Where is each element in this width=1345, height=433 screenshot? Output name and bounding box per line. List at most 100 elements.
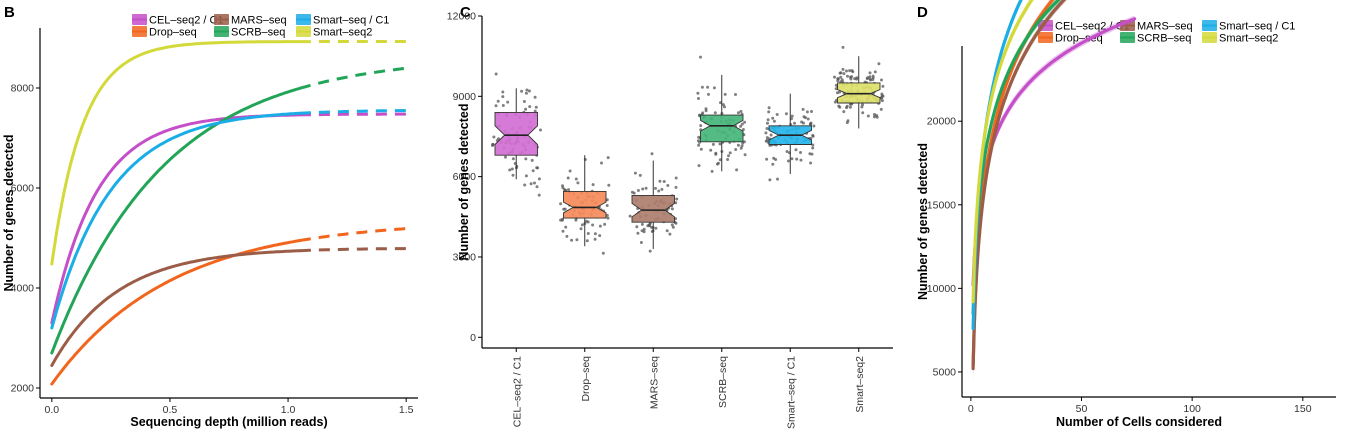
panel-c-letter: C — [460, 4, 471, 21]
panel-c-data-point — [767, 110, 771, 114]
panel-c-data-point — [492, 135, 496, 139]
panel-b-x-tick-label: 0.0 — [45, 404, 60, 416]
panel-c-data-point — [654, 186, 657, 190]
panel-c-data-point — [868, 71, 872, 75]
panel-c-data-point — [537, 193, 541, 197]
panel-c-data-point — [809, 121, 813, 125]
panel-b-series-extrapolation — [299, 112, 407, 117]
panel-d-x-tick-label: 0 — [968, 403, 974, 415]
panel-c-data-point — [524, 91, 528, 95]
panel-c-data-point — [845, 69, 848, 73]
panel-c-data-point — [841, 45, 845, 49]
panel-d-series-line — [971, 0, 1061, 315]
panel-c-data-point — [522, 100, 526, 103]
panel-c-data-point — [494, 72, 498, 76]
panel-c-data-point — [769, 133, 773, 137]
panel-c-y-tick-label: 6000 — [453, 171, 477, 183]
panel-c-data-point — [531, 169, 535, 173]
panel-c-data-point — [565, 234, 569, 238]
panel-c-data-point — [849, 77, 853, 81]
panel-c-data-point — [697, 164, 701, 168]
panel-c-data-point — [880, 94, 884, 98]
panel-c-data-point — [636, 189, 640, 192]
panel-b-series-line — [50, 86, 302, 355]
panel-c-data-point — [606, 156, 610, 160]
panel-c-data-point — [510, 167, 514, 171]
panel-c-data-point — [833, 100, 837, 104]
panel-b-x-axis-title: Sequencing depth (million reads) — [130, 415, 327, 429]
panel-c-data-point — [534, 105, 538, 109]
panel-c-data-point — [639, 241, 643, 244]
panel-c-data-point — [880, 78, 883, 82]
panel-c-data-point — [799, 151, 802, 154]
panel-c-data-point — [574, 177, 578, 181]
panel-c-data-point — [765, 157, 769, 161]
panel-c-data-point — [806, 117, 810, 121]
panel-c-data-point — [666, 184, 670, 187]
panel-c-boxes — [494, 56, 881, 249]
panel-b-series-line — [50, 113, 302, 325]
panel-d-series-band — [973, 0, 1063, 327]
panel-c-data-point — [605, 213, 609, 217]
panel-c-data-point — [776, 177, 779, 181]
panel-c-data-point — [568, 169, 572, 173]
panel-c-data-point — [767, 106, 771, 110]
panel-c-data-point — [632, 191, 636, 195]
legend-label: MARS–seq — [1137, 21, 1193, 33]
panel-c-data-point — [855, 77, 859, 81]
panel-c-data-point — [524, 174, 528, 178]
panel-b-y-tick-label: 2000 — [11, 383, 35, 395]
panel-c-x-tick-label: Drop–seq — [580, 356, 592, 402]
panel-c-data-point — [593, 232, 597, 236]
legend-label: CEL–seq2 / C1 — [149, 15, 224, 27]
panel-c-data-point — [713, 111, 717, 115]
panel-c-data-point — [520, 89, 524, 93]
panel-c-data-point — [697, 143, 701, 147]
panel-b-series-line — [50, 249, 302, 367]
panel-c-data-point — [793, 121, 796, 125]
panel-c-data-point — [665, 229, 669, 233]
panel-c-data-point — [607, 183, 611, 187]
panel-c-data-point — [535, 185, 539, 189]
panel-c-data-point — [501, 104, 505, 107]
panel-c-data-point — [801, 107, 805, 111]
panel-c-data-point — [525, 88, 529, 92]
panel-c-y-tick-label: 0 — [470, 332, 476, 344]
panel-c-data-point — [790, 157, 794, 161]
panel-c-data-point — [674, 185, 678, 189]
panel-c-data-point — [658, 179, 662, 183]
panel-c-data-point — [772, 156, 776, 160]
panel-c-data-point — [879, 107, 883, 111]
panel-c-data-point — [586, 232, 590, 235]
panel-c-data-point — [601, 251, 605, 255]
panel-c-y-tick-label: 3000 — [453, 251, 477, 263]
panel-c-data-point — [603, 222, 607, 226]
panel-c-data-point — [866, 114, 870, 118]
panel-c-data-point — [721, 103, 725, 107]
panel-c-x-tick-label: MARS–seq — [648, 356, 660, 409]
panel-c-data-point — [718, 158, 722, 162]
panel-c-data-point — [591, 183, 595, 187]
panel-c-box — [631, 194, 675, 223]
panel-c-axes: 0 3000 6000 9000 12000 CEL–seq2 / C1 Drop–seq M… — [447, 11, 893, 429]
panel-c-data-point — [635, 225, 639, 229]
panel-c-data-point — [723, 92, 727, 96]
panel-d-x-tick-label: 100 — [1183, 403, 1201, 415]
panel-c-data-point — [872, 115, 876, 119]
panel-c-data-point — [710, 169, 714, 173]
panel-c-box — [700, 114, 744, 143]
panel-c-data-point — [836, 79, 840, 83]
panel-c-data-point — [799, 158, 803, 162]
panel-c-data-point — [600, 161, 603, 165]
panel-c-data-point — [707, 92, 710, 96]
panel-c-data-point — [714, 151, 718, 155]
panel-c-data-point — [873, 70, 877, 74]
panel-c-y-axis-title: Number of genes detected — [457, 104, 471, 261]
panel-c-data-point — [848, 69, 852, 73]
panel-c-data-point — [699, 124, 703, 128]
panel-c-data-point — [657, 189, 661, 193]
panel-c-data-point — [736, 111, 740, 115]
panel-c-data-point — [794, 148, 798, 152]
legend-label: MARS–seq — [231, 15, 287, 27]
